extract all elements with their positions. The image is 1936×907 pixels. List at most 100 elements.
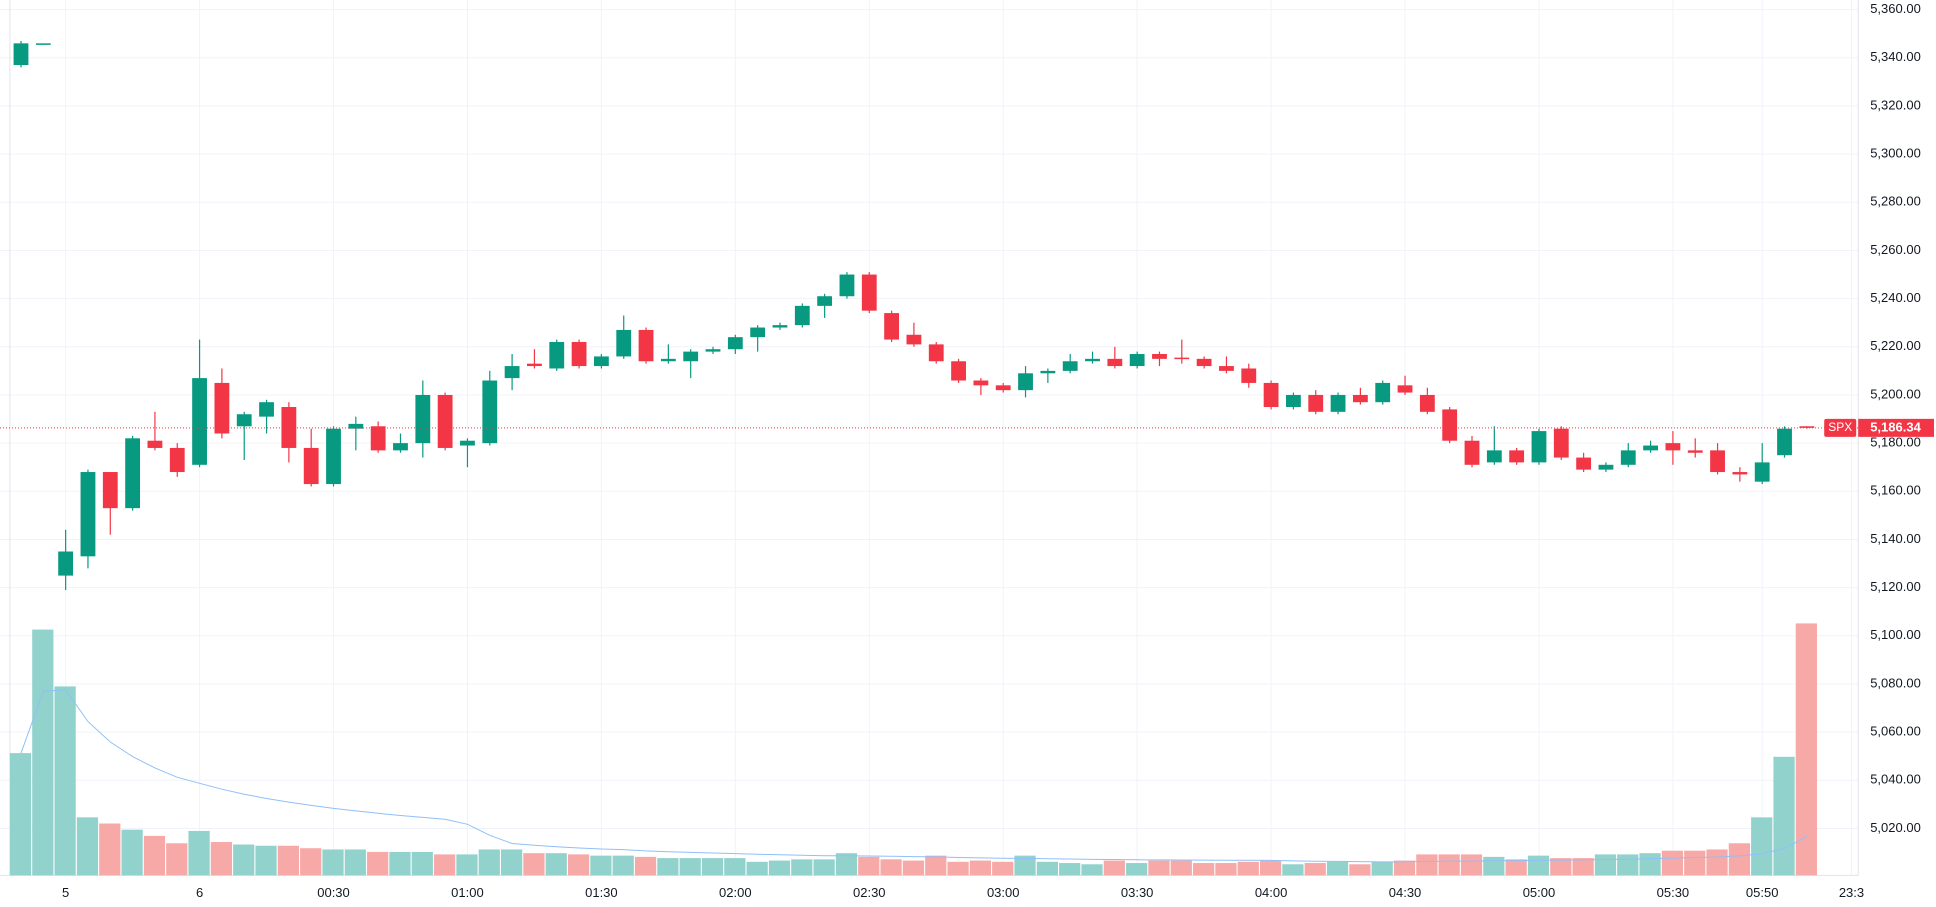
candle-body xyxy=(1620,450,1636,465)
candle-body xyxy=(638,329,654,362)
candle-body xyxy=(1040,370,1056,374)
candle-body xyxy=(705,349,721,352)
y-tick-label: 5,140.00 xyxy=(1870,531,1921,546)
volume-bar xyxy=(1059,863,1081,876)
volume-bar xyxy=(1282,864,1304,876)
volume-bar xyxy=(1773,756,1795,876)
volume-bar xyxy=(1237,861,1259,876)
volume-bar xyxy=(99,823,121,876)
candle-body xyxy=(169,447,185,473)
candle-body xyxy=(102,472,118,509)
volume-bar xyxy=(1371,861,1393,876)
price-tag-label: 5,186.34 xyxy=(1870,419,1921,434)
y-tick-label: 5,300.00 xyxy=(1870,146,1921,161)
price-tag xyxy=(1858,418,1934,437)
volume-bar xyxy=(210,842,233,876)
candle-body xyxy=(1263,382,1279,408)
candle-body xyxy=(683,351,699,362)
volume-bar xyxy=(1193,863,1215,876)
volume-bar xyxy=(76,817,99,876)
candle-body xyxy=(326,428,341,485)
volume-bar xyxy=(1349,864,1371,876)
candle-body xyxy=(1174,357,1190,360)
x-tick-label: 05:30 xyxy=(1657,885,1690,900)
candle-body xyxy=(616,329,632,357)
candle-body xyxy=(1531,431,1547,463)
volume-bar xyxy=(701,858,724,876)
candle-body xyxy=(1286,394,1301,408)
candle-body xyxy=(192,378,207,465)
candle-body xyxy=(995,385,1011,391)
volume-bar xyxy=(1259,860,1282,876)
candle-body xyxy=(1397,385,1413,393)
volume-bar xyxy=(634,856,657,876)
volume-bar xyxy=(344,849,366,876)
x-tick-label: 05:50 xyxy=(1746,885,1779,900)
volume-bar xyxy=(1527,855,1550,876)
volume-bar xyxy=(188,830,210,876)
y-tick-label: 5,080.00 xyxy=(1870,675,1921,690)
volume-bar xyxy=(255,845,277,876)
candle-body xyxy=(772,325,788,328)
volume-bar xyxy=(1304,863,1326,876)
candle-body xyxy=(1062,361,1078,371)
volume-bar xyxy=(1684,850,1706,876)
candle-body xyxy=(660,358,676,362)
candle-body xyxy=(593,356,609,367)
candle-body xyxy=(1553,428,1569,458)
volume-bar xyxy=(233,844,255,876)
volume-bar xyxy=(1103,860,1125,876)
volume-bar xyxy=(992,861,1014,876)
volume-bar xyxy=(724,858,746,876)
candle-body xyxy=(437,394,453,448)
candle-body xyxy=(1308,394,1324,412)
candle-body xyxy=(906,334,922,345)
x-tick-label: 02:30 xyxy=(853,885,886,900)
volume-bar xyxy=(456,854,478,876)
candle-body xyxy=(1352,394,1368,403)
x-tick-label: 01:00 xyxy=(451,885,484,900)
candle-body xyxy=(1576,457,1592,470)
volume-bar xyxy=(143,835,166,876)
y-tick-label: 5,040.00 xyxy=(1870,772,1921,787)
volume-bar xyxy=(411,851,433,876)
volume-bar xyxy=(523,853,545,876)
candle-body xyxy=(348,423,364,429)
y-tick-label: 5,260.00 xyxy=(1870,242,1921,257)
candle-body xyxy=(1799,426,1815,428)
volume-bar xyxy=(902,860,925,876)
volume-bar xyxy=(1326,861,1349,876)
volume-bar xyxy=(545,853,567,876)
candle-body xyxy=(1419,394,1435,412)
volume-bar xyxy=(434,854,456,876)
candle-body xyxy=(482,380,498,444)
volume-bar xyxy=(9,753,32,876)
y-tick-label: 5,060.00 xyxy=(1870,724,1921,739)
x-tick-label: 03:30 xyxy=(1121,885,1154,900)
volume-bar xyxy=(1594,854,1617,876)
volume-bar xyxy=(1014,855,1036,876)
volume-bar xyxy=(1393,860,1416,876)
candle-body xyxy=(1330,394,1346,412)
candle-body xyxy=(147,440,163,448)
x-tick-label: 23:3 xyxy=(1839,885,1864,900)
volume-bar xyxy=(1081,864,1103,876)
volume-bar xyxy=(277,845,299,876)
volume-bar xyxy=(1706,849,1728,876)
volume-bar xyxy=(612,855,634,876)
candle-body xyxy=(460,440,475,446)
x-tick-label: 04:00 xyxy=(1255,885,1288,900)
candle-body xyxy=(1754,462,1770,482)
volume-bar xyxy=(300,848,322,876)
y-tick-label: 5,360.00 xyxy=(1870,1,1921,16)
candle-body xyxy=(125,438,141,509)
y-tick-label: 5,280.00 xyxy=(1870,194,1921,209)
volume-bar xyxy=(166,843,188,876)
x-tick-label: 01:30 xyxy=(585,885,618,900)
y-tick-label: 5,340.00 xyxy=(1870,49,1921,64)
x-tick-label: 05:00 xyxy=(1523,885,1556,900)
volume-bar xyxy=(1617,854,1639,876)
candle-body xyxy=(303,447,319,485)
volume-bar xyxy=(54,686,76,876)
volume-bar xyxy=(367,851,389,876)
